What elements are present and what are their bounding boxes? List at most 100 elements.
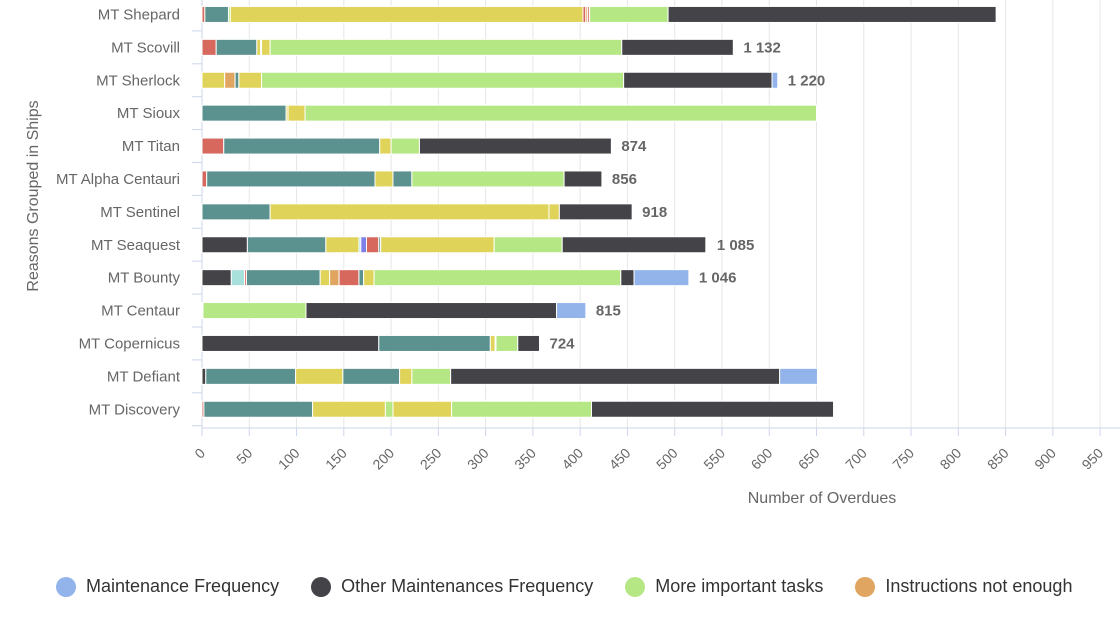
- bar-segment: [411, 170, 565, 188]
- bar-segment: [234, 71, 240, 89]
- legend-item[interactable]: More important tasks: [625, 576, 823, 597]
- bar-segment: [238, 71, 263, 89]
- legend-marker-icon: [311, 576, 332, 597]
- bar-segment: [379, 137, 392, 155]
- x-tick-label: 50: [233, 445, 255, 467]
- bar-segment: [374, 170, 394, 188]
- category-label: MT Copernicus: [79, 335, 180, 352]
- bar-stack: 1 220: [201, 71, 826, 89]
- legend-item[interactable]: Other Maintenances Frequency: [311, 576, 593, 597]
- bar-segment: [620, 269, 635, 287]
- category-label: MT Discovery: [89, 401, 181, 418]
- bar-segment: [229, 5, 584, 23]
- bar-segment: [621, 38, 734, 56]
- bar-segment: [325, 236, 360, 254]
- bar-stack: [201, 5, 997, 23]
- bar-segment: [261, 38, 271, 56]
- bar-segment: [205, 367, 297, 385]
- bar-segment: [224, 71, 236, 89]
- bar-segment: [245, 269, 321, 287]
- bar-segment: [215, 38, 258, 56]
- x-tick-label: 0: [191, 445, 208, 462]
- bar-segment: [329, 269, 340, 287]
- bar-stack: [201, 104, 818, 122]
- bar-segment: [201, 236, 248, 254]
- total-label: 1 085: [717, 237, 755, 254]
- category-label: MT Defiant: [107, 368, 181, 385]
- legend-label: Other Maintenances Frequency: [341, 576, 594, 596]
- legend-label: Maintenance Frequency: [86, 576, 280, 596]
- x-tick-label: 500: [653, 445, 681, 473]
- bar-segment: [779, 367, 818, 385]
- bar-segment: [365, 236, 380, 254]
- bar-segment: [450, 367, 781, 385]
- total-label: 1 046: [699, 270, 737, 287]
- bar-segment: [206, 170, 376, 188]
- bar-stack: 918: [201, 203, 667, 221]
- x-tick-label: 400: [558, 445, 586, 473]
- bar-segment: [548, 203, 560, 221]
- bar-segment: [360, 236, 367, 254]
- bar-segment: [305, 302, 558, 320]
- bar-segment: [287, 104, 306, 122]
- bar-segment: [399, 367, 413, 385]
- bar-segment: [558, 203, 633, 221]
- bar-segment: [342, 367, 401, 385]
- bar-segment: [563, 170, 603, 188]
- x-tick-label: 800: [937, 445, 965, 473]
- bar-stack: 874: [201, 137, 647, 155]
- bar-segment: [338, 269, 360, 287]
- category-label: MT Scovill: [111, 39, 180, 56]
- category-label: MT Titan: [122, 138, 180, 155]
- bar-segment: [667, 5, 997, 23]
- bar-segment: [201, 334, 380, 352]
- category-labels: MT Shepard MT Scovill MT Sherlock MT Sioux M…: [56, 6, 181, 418]
- category-label: MT Sherlock: [96, 72, 180, 89]
- bar-segment: [203, 400, 314, 418]
- bar-segment: [295, 367, 344, 385]
- bar-segment: [319, 269, 331, 287]
- bar-segment: [418, 137, 612, 155]
- total-label: 724: [550, 335, 576, 352]
- total-label: 1 220: [788, 72, 826, 89]
- bar-stack: 1 132: [201, 38, 781, 56]
- legend-label: Instructions not enough: [885, 576, 1073, 596]
- bar-segment: [312, 400, 386, 418]
- bar-segment: [384, 400, 394, 418]
- bar-stack: 1 046: [201, 269, 737, 287]
- category-label: MT Alpha Centauri: [56, 171, 180, 188]
- bar-segment: [246, 236, 327, 254]
- bar-segment: [493, 236, 563, 254]
- bar-segment: [201, 38, 217, 56]
- x-tick-label: 600: [748, 445, 776, 473]
- bar-series: 1 132 1 220 874 856 918 1 085 1 046 815 724: [201, 5, 997, 418]
- bar-segment: [378, 334, 491, 352]
- legend-label: More important tasks: [655, 576, 824, 596]
- category-label: MT Seaquest: [91, 237, 181, 254]
- bar-segment: [256, 38, 262, 56]
- bar-stack: 724: [201, 334, 576, 352]
- x-tick-label: 900: [1031, 445, 1059, 473]
- x-tick-label: 700: [842, 445, 870, 473]
- bar-segment: [373, 269, 622, 287]
- total-label: 1 132: [743, 39, 781, 56]
- bar-segment: [591, 400, 835, 418]
- legend-item[interactable]: Instructions not enough: [855, 576, 1072, 597]
- bar-segment: [269, 203, 550, 221]
- x-tick-label: 300: [464, 445, 492, 473]
- bar-segment: [380, 236, 495, 254]
- total-label: 918: [642, 204, 667, 221]
- bar-stack: [201, 367, 818, 385]
- bar-segment: [390, 137, 420, 155]
- category-label: MT Sioux: [117, 105, 181, 122]
- x-tick-label: 650: [795, 445, 823, 473]
- bar-segment: [589, 5, 669, 23]
- bar-segment: [705, 236, 708, 254]
- x-tick-label: 850: [984, 445, 1012, 473]
- x-tick-label: 100: [275, 445, 303, 473]
- legend-item[interactable]: Maintenance Frequency: [56, 576, 279, 597]
- bar-segment: [633, 269, 690, 287]
- grid-lines: [192, 0, 1101, 428]
- bar-stack: [201, 400, 835, 418]
- bar-segment: [556, 302, 587, 320]
